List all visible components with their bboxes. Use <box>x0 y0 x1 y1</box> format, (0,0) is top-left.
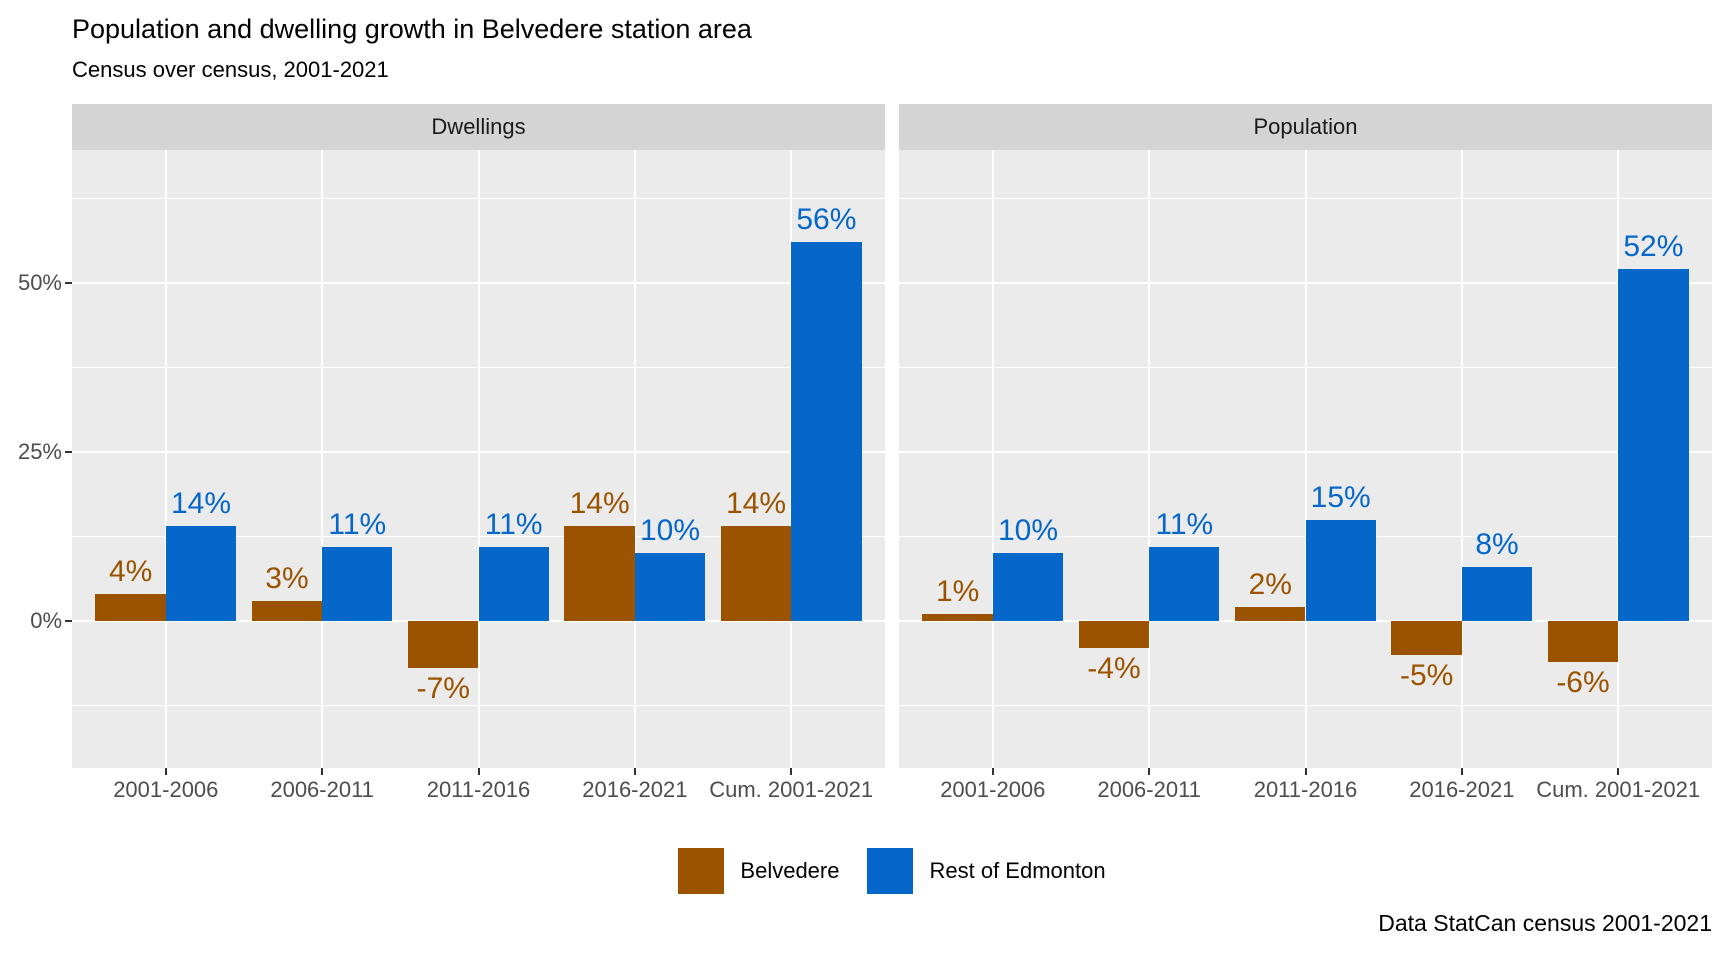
bar-population-belvedere-4 <box>1547 621 1619 662</box>
facet-panel-population: 1% -4% 2% -5% -6% 10% 11% 15% 8% 52% <box>899 150 1712 768</box>
x-axis-label: 2001-2006 <box>113 777 219 802</box>
bar-population-rest-4 <box>1618 269 1689 621</box>
gridline-vertical <box>164 150 167 768</box>
bar-dwellings-rest-1 <box>322 546 393 621</box>
y-axis-label: 50% <box>17 270 62 295</box>
bar-dwellings-rest-3 <box>634 553 706 621</box>
legend-entry: Belvedere <box>678 848 839 894</box>
bar-value-label: 15% <box>1310 480 1371 514</box>
bar-value-label: 14% <box>569 487 630 521</box>
bar-value-label: -6% <box>1556 665 1610 699</box>
legend-entry: Rest of Edmonton <box>867 848 1106 894</box>
gridline-vertical <box>1460 150 1463 768</box>
bar-dwellings-belvedere-4 <box>720 526 792 621</box>
bar-dwellings-belvedere-0 <box>95 593 166 621</box>
legend-label: Rest of Edmonton <box>929 858 1106 883</box>
x-axis-label: Cum. 2001-2021 <box>1536 777 1701 802</box>
bar-dwellings-rest-2 <box>478 546 549 621</box>
bar-value-label: 2% <box>1248 568 1292 602</box>
bar-value-label: 11% <box>484 507 543 541</box>
bar-value-label: -4% <box>1087 652 1141 686</box>
bar-value-label: 3% <box>265 561 309 595</box>
gridline-vertical <box>321 150 324 768</box>
x-axis-label: 2011-2016 <box>1253 777 1358 802</box>
x-axis-label: 2006-2011 <box>1097 777 1201 802</box>
y-tick <box>65 282 72 284</box>
bar-value-label: 14% <box>725 487 787 521</box>
facet-panel-dwellings: 4% 3% -7% 14% 14% 14% 11% 11% 10% 56% <box>72 150 885 768</box>
bar-value-label: 14% <box>170 487 231 521</box>
x-tick <box>1304 768 1307 775</box>
bar-dwellings-belvedere-3 <box>564 526 635 621</box>
bar-value-label: -5% <box>1399 658 1454 692</box>
bar-value-label: 8% <box>1475 527 1519 561</box>
bar-value-label: 11% <box>1155 507 1214 541</box>
chart-subtitle: Census over census, 2001-2021 <box>72 57 389 82</box>
bar-value-label: 1% <box>935 575 980 609</box>
bar-value-label: 4% <box>108 554 153 588</box>
legend-key-swatch <box>867 848 914 894</box>
gridline-vertical <box>991 150 994 768</box>
bar-value-label: 10% <box>997 514 1058 548</box>
x-tick <box>1148 768 1151 775</box>
x-tick <box>790 768 793 775</box>
x-tick <box>1617 768 1620 775</box>
gridline-vertical <box>1304 150 1307 768</box>
gridline-vertical <box>477 150 480 768</box>
x-axis-label: 2016-2021 <box>1409 777 1515 802</box>
bar-value-label: 56% <box>796 203 857 237</box>
bar-population-rest-3 <box>1461 566 1533 621</box>
bar-dwellings-rest-4 <box>791 242 862 621</box>
bar-population-belvedere-3 <box>1391 621 1462 655</box>
legend-key-swatch <box>678 848 725 894</box>
caption: Data StatCan census 2001-2021 <box>1378 910 1712 936</box>
bar-value-label: 10% <box>639 514 701 548</box>
bar-population-belvedere-1 <box>1078 621 1150 649</box>
gridline-vertical <box>1148 150 1151 768</box>
bar-dwellings-rest-0 <box>165 526 237 621</box>
y-axis-label: 0% <box>30 608 62 633</box>
bar-dwellings-belvedere-2 <box>408 621 479 669</box>
x-axis-label: 2016-2021 <box>582 777 688 802</box>
bar-population-belvedere-0 <box>922 614 993 621</box>
bar-population-rest-1 <box>1149 546 1220 621</box>
bar-value-label: -7% <box>416 672 470 706</box>
x-tick <box>991 768 994 775</box>
legend: Belvedere Rest of Edmonton <box>72 842 1712 900</box>
x-tick <box>1460 768 1463 775</box>
facet-strip-population: Population <box>899 104 1712 150</box>
bar-value-label: 11% <box>328 507 387 541</box>
x-tick <box>633 768 636 775</box>
chart-title: Population and dwelling growth in Belved… <box>72 14 752 44</box>
gridline-vertical <box>633 150 636 768</box>
bar-population-rest-2 <box>1305 519 1376 621</box>
legend-label: Belvedere <box>740 858 840 883</box>
x-axis-label: Cum. 2001-2021 <box>709 777 874 802</box>
x-tick <box>164 768 167 775</box>
y-axis-label: 25% <box>17 439 62 464</box>
facet-strip-dwellings: Dwellings <box>72 104 885 150</box>
bar-population-rest-0 <box>992 553 1064 621</box>
x-tick <box>321 768 324 775</box>
bar-value-label: 52% <box>1623 230 1684 264</box>
y-tick <box>65 451 72 453</box>
x-axis-label: 2006-2011 <box>270 777 374 802</box>
x-axis-label: 2001-2006 <box>940 777 1046 802</box>
x-tick <box>477 768 480 775</box>
x-axis-label: 2011-2016 <box>426 777 531 802</box>
bar-dwellings-belvedere-1 <box>251 600 323 621</box>
bar-population-belvedere-2 <box>1235 607 1306 621</box>
y-tick <box>65 620 72 622</box>
